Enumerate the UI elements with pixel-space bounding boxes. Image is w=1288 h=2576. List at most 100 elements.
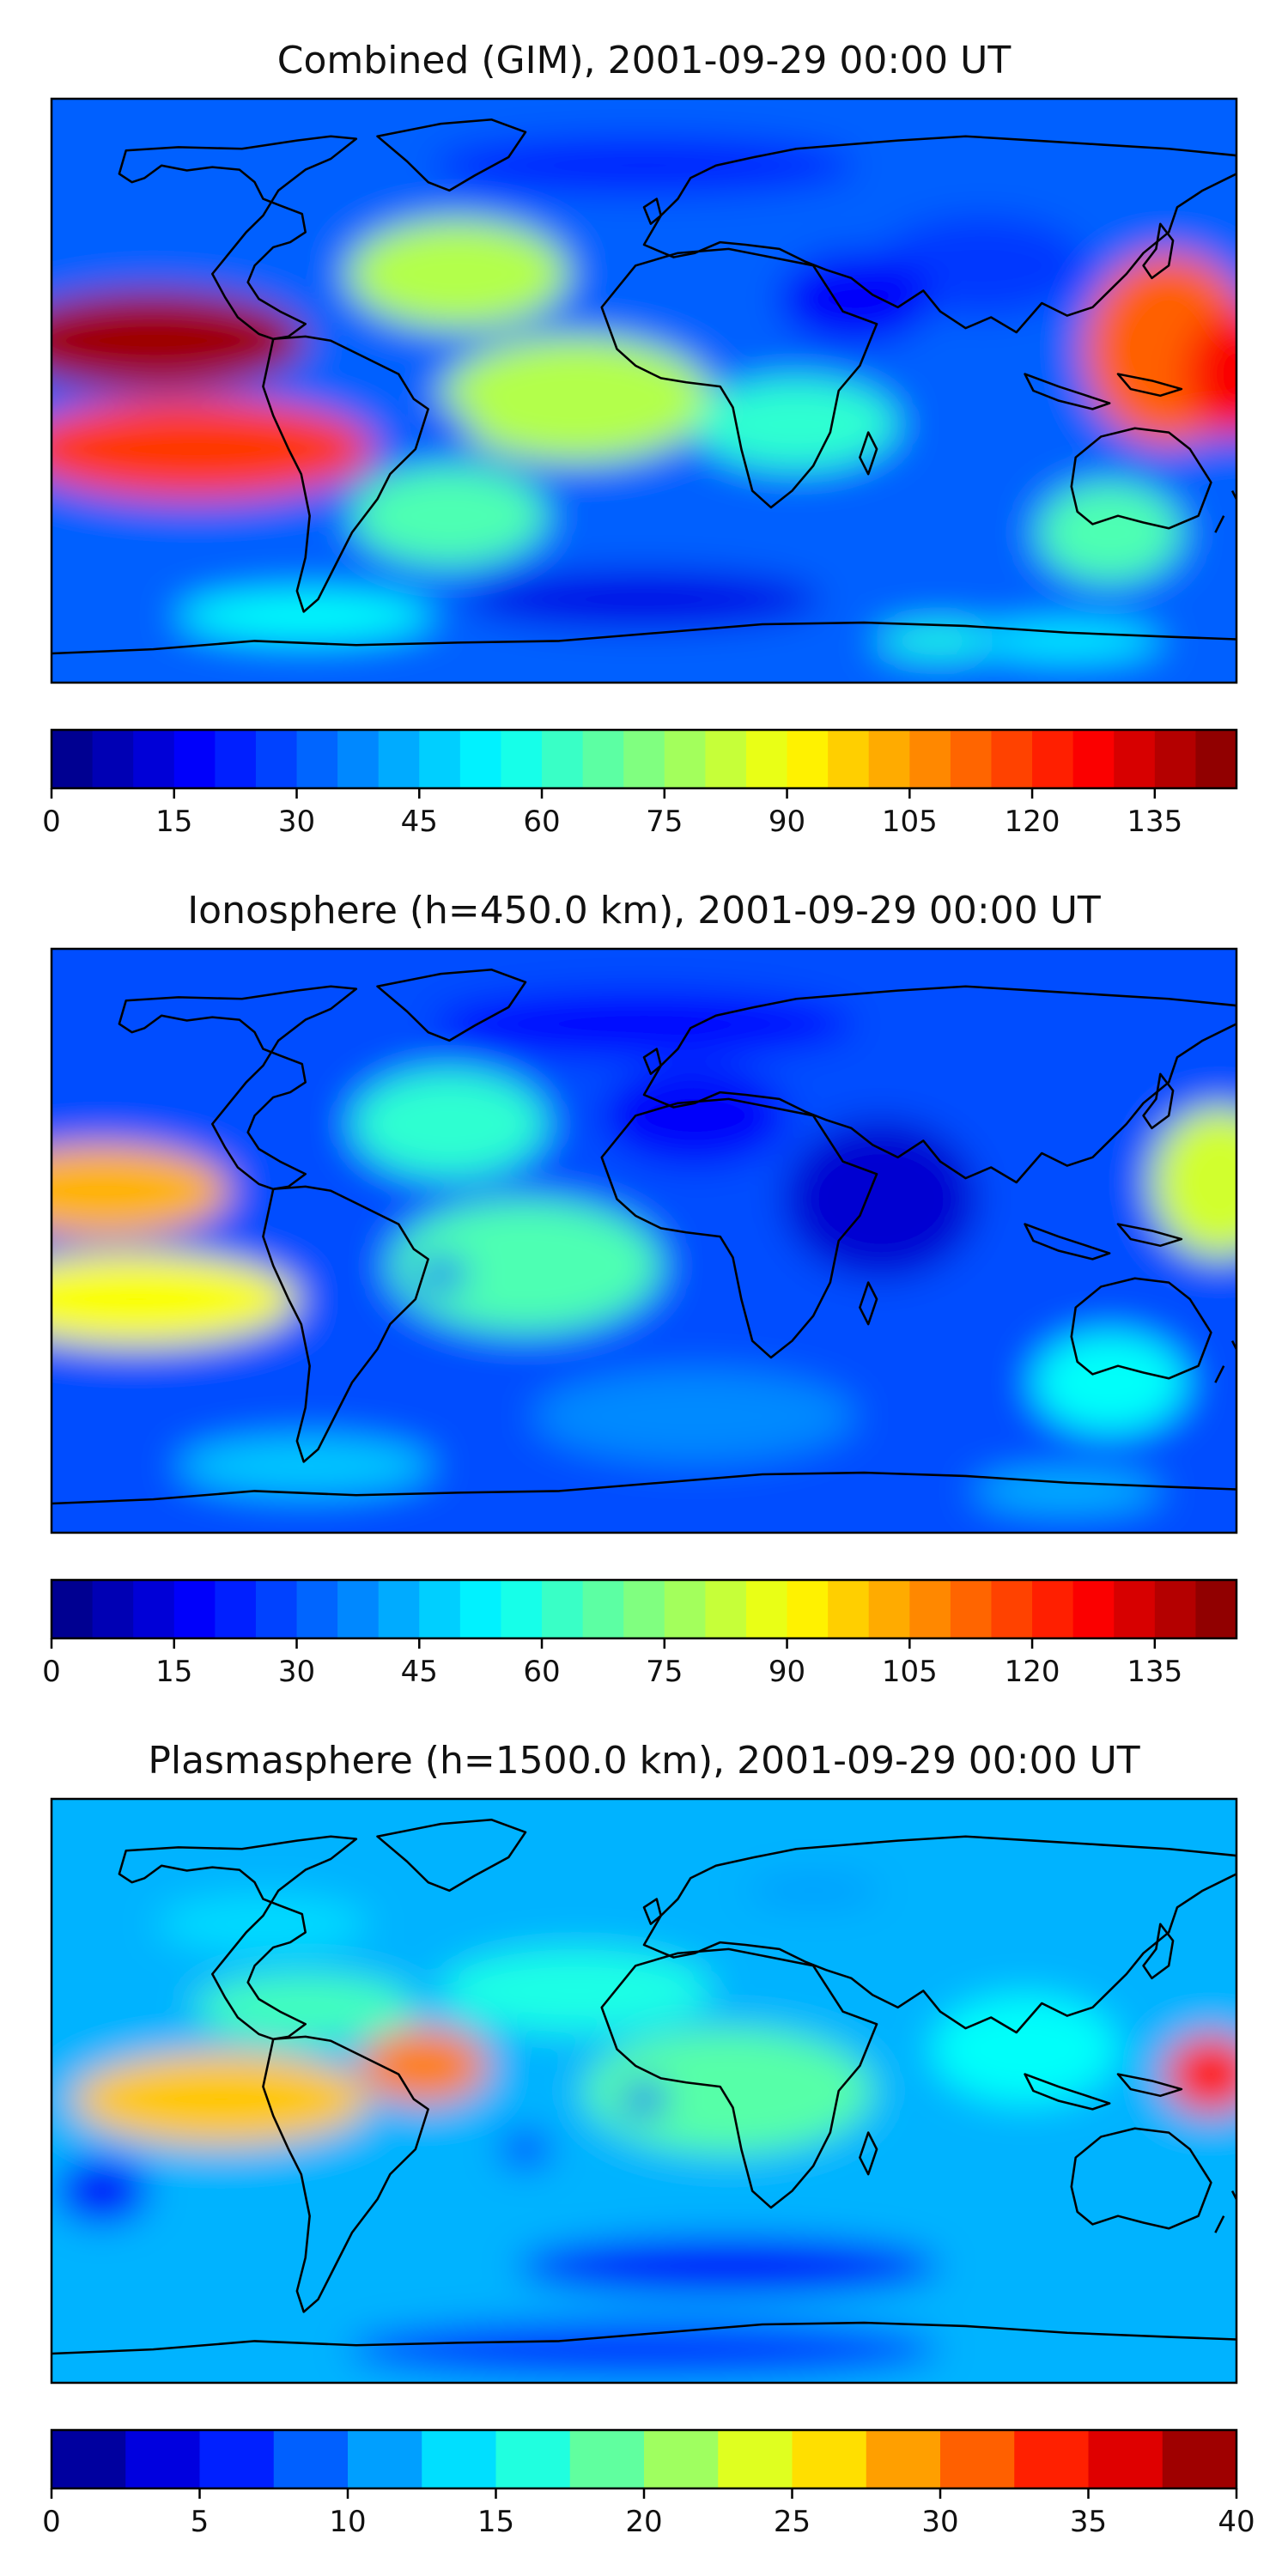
map-frame — [50, 97, 1238, 684]
field-blob — [415, 1258, 466, 1291]
coastline-segment — [1116, 2073, 1183, 2098]
colorbar-segment — [296, 730, 338, 788]
coastline-segment — [262, 2035, 429, 2313]
panel-title: Plasmasphere (h=1500.0 km), 2001-09-29 0… — [148, 1739, 1139, 1783]
colorbar-segment — [92, 1580, 134, 1638]
colorbar-tick-label: 90 — [769, 805, 805, 839]
colorbar-tick-label: 45 — [401, 1655, 438, 1689]
field-blob — [779, 252, 933, 345]
colorbar-tick-label: 0 — [42, 2505, 61, 2539]
colorbar-segment — [940, 2430, 1015, 2488]
colorbar-segment — [1114, 730, 1156, 788]
colorbar: 0 5 10 15 20 25 30 35 40 — [42, 2428, 1255, 2539]
field-blob — [52, 290, 306, 391]
colorbar-segment — [255, 1580, 298, 1638]
colorbar: 0 15 30 45 60 75 90 105 120 135 — [42, 728, 1238, 839]
panel-title: Combined (GIM), 2001-09-29 00:00 UT — [277, 39, 1012, 82]
colorbar-segment — [582, 1580, 624, 1638]
field-blob — [601, 1066, 788, 1166]
colorbar-segment — [1154, 1580, 1197, 1638]
coastline-segment — [642, 1835, 1236, 2034]
colorbar-segment — [569, 2430, 645, 2488]
map-border — [50, 947, 1238, 1534]
colorbar-tick-label: 0 — [42, 1655, 61, 1689]
field-blob — [466, 569, 822, 629]
colorbar-tick-label: 40 — [1218, 2505, 1255, 2539]
coastline-segment — [1024, 1223, 1111, 1261]
colorbar-tick-label: 5 — [191, 2505, 210, 2539]
colorbar-segment — [1154, 730, 1197, 788]
colorbar-segment — [745, 1580, 788, 1638]
colorbar-tick-label: 30 — [278, 805, 315, 839]
coastline-segment — [52, 1471, 1236, 1505]
colorbar-segment — [1014, 2430, 1090, 2488]
coastline-segment — [1070, 2127, 1212, 2230]
map-border — [50, 1797, 1238, 2385]
colorbar-segment — [173, 730, 216, 788]
colorbar-segment — [909, 730, 951, 788]
tec-contour-field — [52, 1799, 1236, 2383]
field-blob — [1151, 1107, 1236, 1258]
colorbar-segment — [745, 730, 788, 788]
coastline-segment — [600, 247, 878, 509]
field-blob — [72, 2053, 369, 2146]
colorbar-segment — [623, 1580, 665, 1638]
coastline-segment — [1070, 1277, 1212, 1380]
colorbar-segment — [255, 730, 298, 788]
field-blob — [623, 2082, 665, 2117]
field-blob — [195, 1974, 416, 2041]
map-border — [50, 97, 1238, 684]
coastline-segment — [376, 1819, 527, 1893]
colorbar-segment — [787, 730, 829, 788]
colorbar-segment — [1032, 730, 1074, 788]
colorbar-tick-label: 35 — [1070, 2505, 1107, 2539]
colorbar-tick-label: 90 — [769, 1655, 805, 1689]
field-blob — [932, 1995, 1118, 2104]
coastline-segment — [118, 135, 358, 341]
colorbar-border — [50, 728, 1238, 790]
colorbar-segment — [348, 2430, 422, 2488]
coastline-segment — [642, 985, 1236, 1184]
colorbar: 0 15 30 45 60 75 90 105 120 135 — [42, 1578, 1238, 1689]
colorbar-segment — [501, 730, 543, 788]
panel-title: Ionosphere (h=450.0 km), 2001-09-29 00:0… — [187, 889, 1101, 933]
colorbar-segment — [215, 1580, 257, 1638]
field-blob — [52, 398, 374, 500]
colorbar-segment — [1195, 1580, 1237, 1638]
colorbar-segment — [133, 730, 175, 788]
tec-contour-field — [52, 99, 1236, 683]
colorbar-tick-label: 25 — [774, 2505, 811, 2539]
tec-contour-field — [52, 949, 1236, 1533]
colorbar-tick-label: 20 — [625, 2505, 662, 2539]
field-blob — [974, 622, 1161, 660]
field-blob — [440, 336, 712, 462]
coastline-segment — [1116, 373, 1183, 398]
coastline-segment — [262, 1185, 429, 1463]
colorbar-segment — [378, 1580, 420, 1638]
coastline-segment — [118, 1835, 358, 2041]
colorbar-segment — [787, 1580, 829, 1638]
colorbar-segment — [909, 1580, 951, 1638]
colorbar-segment — [828, 1580, 870, 1638]
colorbar-tick-label: 15 — [477, 2505, 514, 2539]
colorbar-segment — [422, 2430, 497, 2488]
colorbar-segment — [273, 2430, 349, 2488]
field-blob — [348, 219, 568, 329]
colorbar-segment — [125, 2430, 201, 2488]
field-blob — [178, 1437, 433, 1496]
field-blob — [783, 1120, 979, 1279]
coastline-segment — [1142, 222, 1175, 280]
field-blob — [348, 2320, 940, 2379]
colorbar-segment — [542, 730, 584, 788]
colorbar-tick-label: 60 — [523, 1655, 560, 1689]
colorbar-segment — [1195, 730, 1237, 788]
colorbar-border — [50, 1578, 1238, 1640]
colorbar-segment — [215, 730, 257, 788]
colorbar-segment — [419, 1580, 461, 1638]
colorbar-segment — [868, 730, 910, 788]
field-blob — [1185, 311, 1236, 437]
field-blob — [877, 624, 1004, 658]
colorbar-segment — [644, 2430, 719, 2488]
field-blob — [533, 1370, 856, 1462]
field-blob — [500, 2130, 551, 2168]
